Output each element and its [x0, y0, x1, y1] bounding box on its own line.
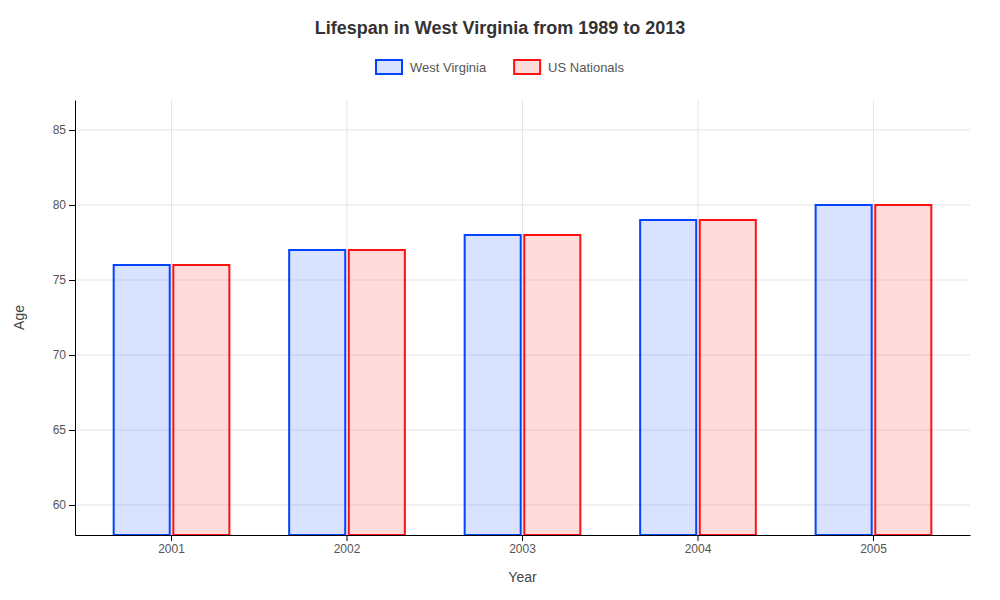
tick-label: 2002	[334, 542, 361, 556]
bar	[465, 235, 521, 535]
bar	[700, 220, 756, 535]
bar	[640, 220, 696, 535]
tick: 85	[53, 123, 75, 137]
tick-mark	[69, 505, 75, 506]
grid-line	[347, 100, 348, 535]
tick-mark	[522, 535, 523, 541]
legend-item: West Virginia	[376, 60, 487, 75]
tick: 60	[53, 498, 75, 512]
tick: 2004	[685, 535, 712, 556]
tick: 2003	[509, 535, 536, 556]
bar	[875, 205, 931, 535]
legend-label: US Nationals	[548, 60, 624, 75]
tick-mark	[69, 355, 75, 356]
legend: West Virginia US Nationals	[376, 60, 624, 75]
grid-line	[873, 100, 874, 535]
tick: 2002	[334, 535, 361, 556]
tick-label: 70	[53, 348, 67, 362]
tick-label: 65	[53, 423, 67, 437]
tick-mark	[69, 205, 75, 206]
bar	[524, 235, 580, 535]
grid	[75, 100, 970, 535]
tick-label: 2001	[158, 542, 185, 556]
y-axis-title: Age	[11, 305, 27, 330]
bar	[349, 250, 405, 535]
title: Lifespan in West Virginia from 1989 to 2…	[315, 18, 685, 38]
legend-item: US Nationals	[514, 60, 624, 75]
tick: 2005	[860, 535, 887, 556]
legend-swatch	[376, 60, 402, 74]
plot-area	[114, 205, 932, 535]
tick-label: 75	[53, 273, 67, 287]
bar	[114, 265, 170, 535]
tick-mark	[697, 535, 698, 541]
grid-line	[171, 100, 172, 535]
tick: 70	[53, 348, 75, 362]
grid-line	[522, 100, 523, 535]
tick-mark	[347, 535, 348, 541]
bar	[289, 250, 345, 535]
bar	[816, 205, 872, 535]
legend-swatch	[514, 60, 540, 74]
tick: 75	[53, 273, 75, 287]
tick-label: 2003	[509, 542, 536, 556]
tick: 2001	[158, 535, 185, 556]
tick-label: 2004	[685, 542, 712, 556]
tick-mark	[171, 535, 172, 541]
y-axis: 60 65 70 75 80 85	[53, 101, 76, 536]
tick-label: 80	[53, 198, 67, 212]
tick-label: 2005	[860, 542, 887, 556]
tick: 80	[53, 198, 75, 212]
bar-series	[173, 205, 931, 535]
tick-mark	[873, 535, 874, 541]
bar-series	[114, 205, 872, 535]
bar	[173, 265, 229, 535]
x-axis-title: Year	[508, 569, 537, 585]
axis-line	[75, 101, 76, 536]
tick-mark	[69, 430, 75, 431]
chart: 2001 2002 2003 2004 2005 60 65 70 75 80 85 Year Age L…	[0, 0, 1000, 600]
tick: 65	[53, 423, 75, 437]
tick-mark	[69, 130, 75, 131]
x-axis: 2001 2002 2003 2004 2005	[76, 535, 971, 556]
grid-line	[697, 100, 698, 535]
legend-label: West Virginia	[410, 60, 487, 75]
tick-mark	[69, 280, 75, 281]
tick-label: 60	[53, 498, 67, 512]
tick-label: 85	[53, 123, 67, 137]
